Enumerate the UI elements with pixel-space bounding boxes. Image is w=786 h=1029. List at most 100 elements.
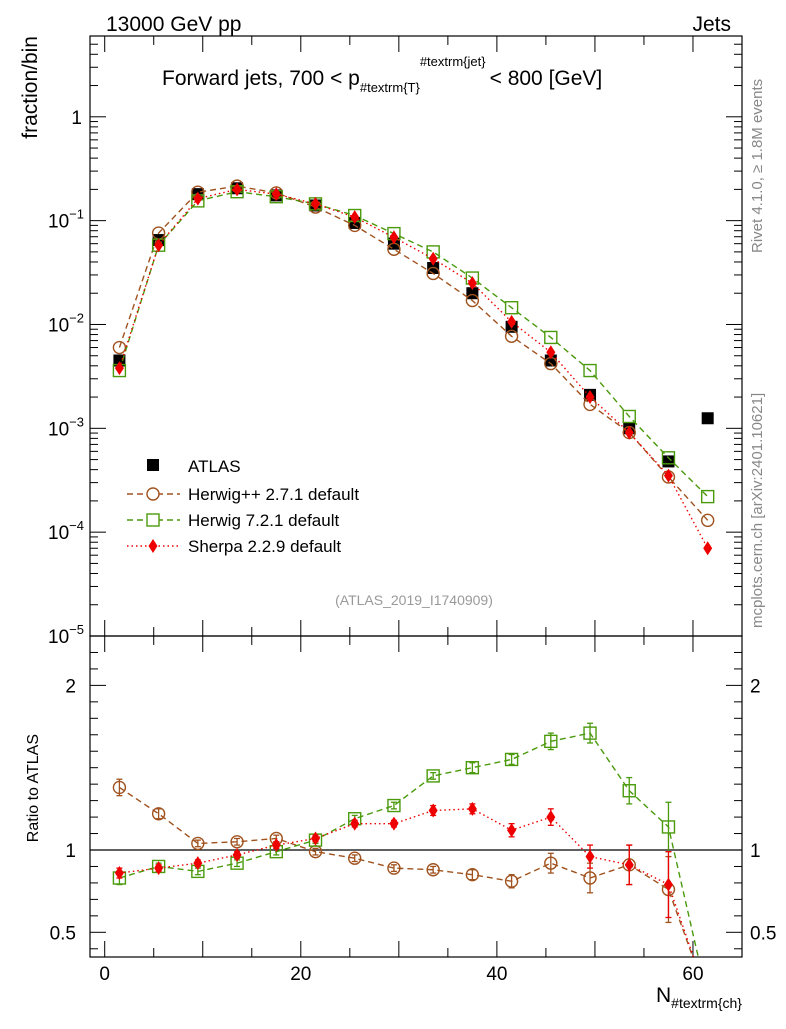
legend-entry-sherpa: Sherpa 2.2.9 default xyxy=(127,537,341,556)
ratio-point-sherpa-2-2-9-default xyxy=(232,847,242,862)
ratio-point-herwig-7-2-1-default xyxy=(426,769,440,783)
mcplots-label: mcplots.cern.ch [arXiv:2401.10621] xyxy=(749,393,766,628)
ratio-ytick-label-right: 0.5 xyxy=(750,923,776,944)
main-point-herwig-7-2-1-default xyxy=(504,301,519,315)
xtick-label: 60 xyxy=(682,964,703,985)
main-point-sherpa-2-2-9-default xyxy=(271,187,281,202)
main-point-sherpa-2-2-9-default xyxy=(232,182,242,197)
ratio-point-sherpa-2-2-9-default xyxy=(154,861,164,876)
main-point-herwig-7-2-1-default xyxy=(661,451,676,465)
main-point-sherpa-2-2-9-default xyxy=(114,361,124,376)
main-point-herwig-7-2-1-default xyxy=(622,409,636,424)
ytick-label-exponent: −1 xyxy=(69,207,84,222)
ratio-point-sherpa-2-2-9-default xyxy=(428,803,438,818)
title-prefix: Forward jets, 700 < p xyxy=(162,67,360,90)
xtick-label: 40 xyxy=(486,964,507,985)
main-point-sherpa-2-2-9-default xyxy=(350,210,360,225)
ratio-series-herwig-2-7-1-default xyxy=(112,778,694,957)
main-series-herwig-7-2-1-default xyxy=(112,184,715,504)
main-point-sherpa-2-2-9-default xyxy=(154,238,164,253)
main-point-herwig-2-7-1-default xyxy=(465,293,480,308)
main-point-sherpa-2-2-9-default xyxy=(624,425,634,440)
main-ytick-label: 10−3 xyxy=(48,414,84,440)
main-point-sherpa-2-2-9-default xyxy=(585,390,595,405)
main-ytick-label: 10−4 xyxy=(48,518,84,544)
title-subscript: #textrm{T} xyxy=(360,80,421,95)
main-point-sherpa-2-2-9-default xyxy=(663,468,673,483)
main-point-herwig-2-7-1-default xyxy=(426,266,440,281)
ytick-label-exponent: −5 xyxy=(69,622,84,637)
legend-entry-atlas: ATLAS xyxy=(147,457,241,476)
main-point-herwig-7-2-1-default xyxy=(700,489,715,504)
ratio-point-herwig-2-7-1-default xyxy=(544,856,558,870)
legend-marker-sherpa xyxy=(148,539,158,553)
legend: ATLAS Herwig++ 2.7.1 default Herwig 7.2.… xyxy=(127,457,359,556)
ytick-label-exponent: −2 xyxy=(69,310,84,325)
rivet-label: Rivet 4.1.0, ≥ 1.8M events xyxy=(749,79,766,253)
plot-title: Forward jets, 700 < p#textrm{T} #textrm{j… xyxy=(162,54,602,95)
ratio-point-herwig-7-2-1-default xyxy=(544,734,558,749)
legend-label-herwigpp: Herwig++ 2.7.1 default xyxy=(188,485,359,504)
ratio-panel: 0.5 0.51 12 20 20 40 60 xyxy=(50,635,776,985)
ytick-label-base: 10 xyxy=(48,315,69,336)
ratio-point-herwig-7-2-1-default xyxy=(583,726,597,740)
x-label-subscript: #textrm{ch} xyxy=(671,995,742,1011)
ratio-ytick-label-right: 1 xyxy=(750,841,761,862)
main-ytick-label: 10−5 xyxy=(48,622,84,648)
main-point-herwig-7-2-1-default xyxy=(583,363,597,378)
ratio-point-herwig-2-7-1-default xyxy=(151,807,166,821)
ytick-label-base: 10 xyxy=(48,627,69,648)
ratio-ytick-label-right: 2 xyxy=(750,676,761,697)
main-point-sherpa-2-2-9-default xyxy=(703,541,713,556)
title-suffix: < 800 [GeV] xyxy=(490,67,603,90)
main-point-sherpa-2-2-9-default xyxy=(389,230,399,245)
ratio-point-sherpa-2-2-9-default xyxy=(311,831,321,846)
ratio-point-sherpa-2-2-9-default xyxy=(193,856,203,871)
ratio-point-herwig-7-2-1-default xyxy=(661,820,676,834)
legend-label-herwig7: Herwig 7.2.1 default xyxy=(188,511,339,530)
ratio-point-sherpa-2-2-9-default xyxy=(585,849,595,864)
main-series-atlas xyxy=(113,182,714,468)
ratio-point-herwig-7-2-1-default xyxy=(504,752,519,767)
main-point-herwig-7-2-1-default xyxy=(544,330,558,345)
ratio-series-sherpa-2-2-9-default xyxy=(114,801,695,957)
x-label-base: N xyxy=(656,984,671,1007)
main-point-herwig-2-7-1-default xyxy=(504,329,519,343)
ratio-ytick-label-left: 0.5 xyxy=(50,923,76,944)
main-point-sherpa-2-2-9-default xyxy=(193,191,203,206)
ratio-point-sherpa-2-2-9-default xyxy=(663,877,673,892)
process-label: Jets xyxy=(692,13,731,36)
main-line-herwig-2-7-1-default xyxy=(118,185,709,521)
ytick-label-base: 10 xyxy=(48,419,69,440)
main-point-atlas xyxy=(466,287,479,300)
main-line-herwig-7-2-1-default xyxy=(118,190,709,498)
ytick-label-base: 10 xyxy=(48,212,69,233)
ytick-label-base: 1 xyxy=(71,108,82,129)
ratio-ylabel: Ratio to ATLAS xyxy=(25,734,42,842)
legend-entry-herwig7: Herwig 7.2.1 default xyxy=(127,511,339,530)
ratio-frame xyxy=(89,635,743,958)
legend-marker-atlas xyxy=(147,459,159,471)
main-panel: 10−510−410−310−210−11 xyxy=(48,35,743,648)
main-point-sherpa-2-2-9-default xyxy=(311,196,321,211)
ratio-point-sherpa-2-2-9-default xyxy=(114,866,124,881)
ratio-point-herwig-2-7-1-default xyxy=(230,835,244,849)
xtick-label: 20 xyxy=(290,964,311,985)
energy-label: 13000 GeV pp xyxy=(106,13,241,36)
main-point-sherpa-2-2-9-default xyxy=(428,251,438,266)
main-point-sherpa-2-2-9-default xyxy=(467,276,477,291)
main-ylabel: fraction/bin xyxy=(19,36,42,139)
ytick-label-exponent: −4 xyxy=(69,518,84,533)
ratio-point-sherpa-2-2-9-default xyxy=(546,810,556,825)
ratio-point-herwig-7-2-1-default xyxy=(465,760,480,775)
main-point-herwig-2-7-1-default xyxy=(112,340,127,355)
ratio-point-herwig-2-7-1-default xyxy=(583,871,597,885)
ytick-label-exponent: −3 xyxy=(69,414,84,429)
main-point-sherpa-2-2-9-default xyxy=(546,345,556,360)
ratio-point-herwig-2-7-1-default xyxy=(426,863,440,877)
legend-label-atlas: ATLAS xyxy=(188,457,241,476)
analysis-watermark: (ATLAS_2019_I1740909) xyxy=(335,592,493,608)
ratio-point-sherpa-2-2-9-default xyxy=(271,838,281,853)
legend-marker-herwigpp xyxy=(146,487,160,501)
